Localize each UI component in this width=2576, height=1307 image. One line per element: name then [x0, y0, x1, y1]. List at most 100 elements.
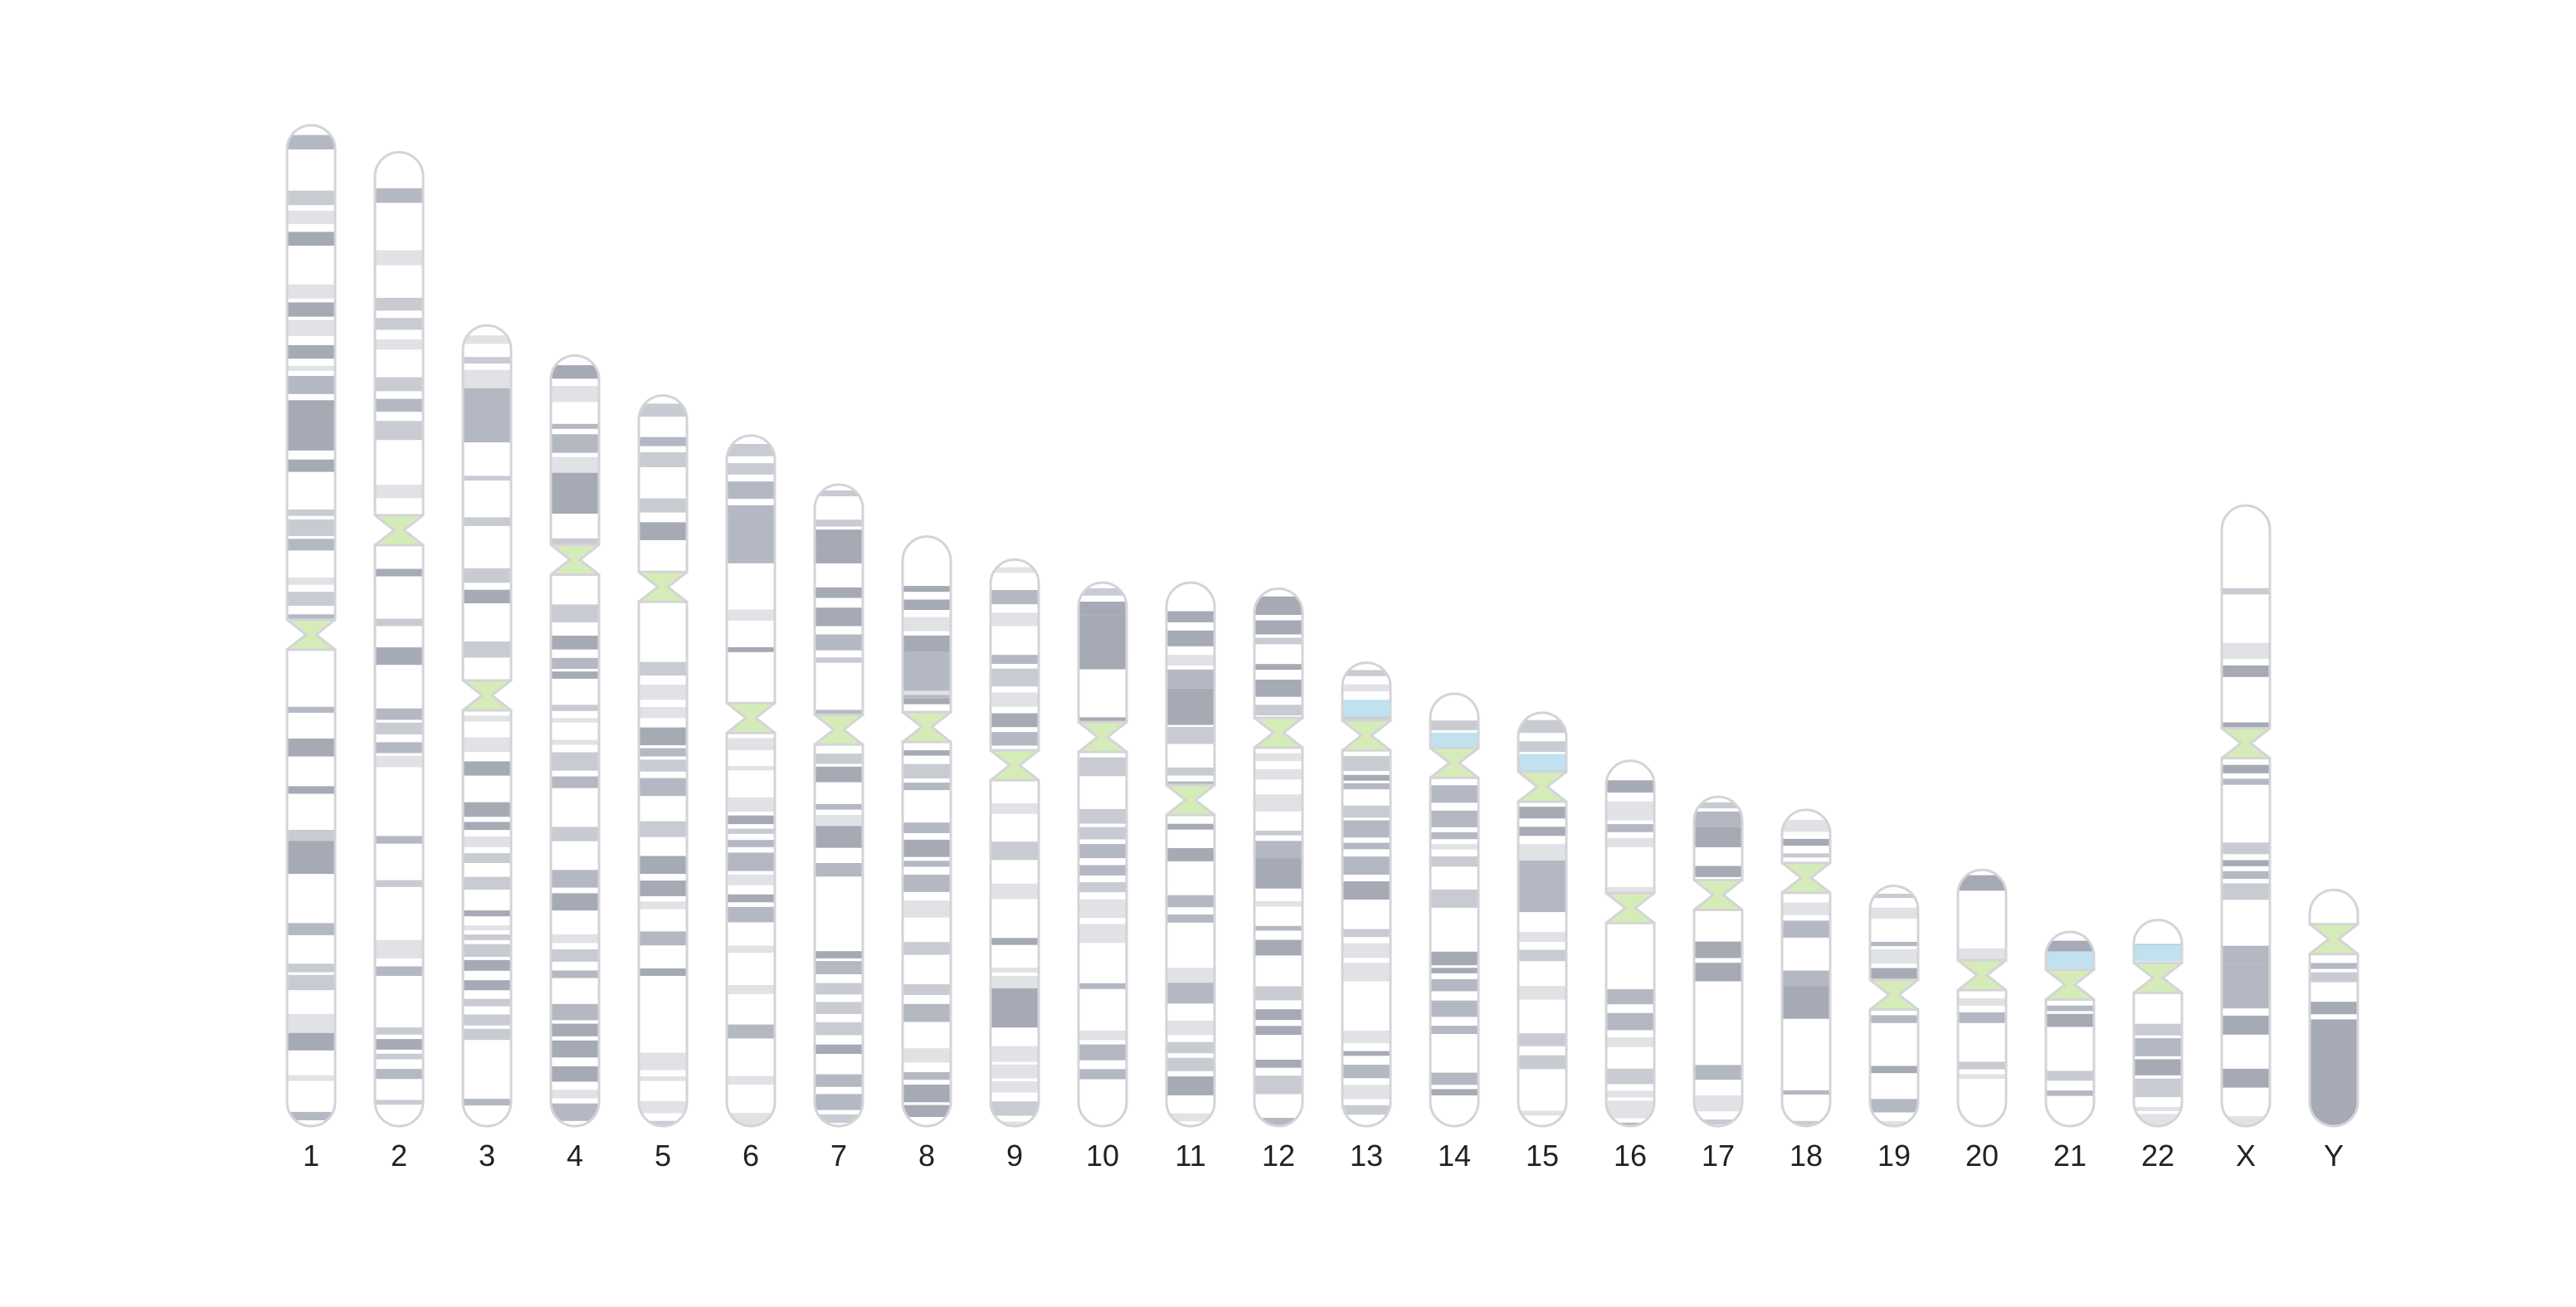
chromosome-outline [461, 324, 513, 682]
chromosome-band [1430, 889, 1478, 908]
chromosome-band [375, 1027, 423, 1035]
chromosome-band [551, 1090, 599, 1099]
centromere-outline [1166, 783, 1188, 817]
centromere [991, 750, 1039, 781]
chromosome-16: 16 [1605, 759, 1656, 1173]
chromosome-band [991, 692, 1039, 707]
chromosome-8: 8 [901, 535, 952, 1173]
chromosome-band [1430, 785, 1478, 803]
chromosome-band [903, 617, 951, 632]
chromosome-band [551, 636, 599, 650]
chromosome-band [1958, 875, 2006, 891]
chromosome-band [1430, 1089, 1478, 1095]
chromosome-band [1166, 1020, 1215, 1036]
band-group [639, 403, 687, 540]
chromosome-outline [901, 740, 952, 1128]
chromosome-band [1166, 727, 1215, 744]
chromosome-band [375, 939, 423, 958]
centromere [1782, 862, 1830, 893]
chromosome-band [727, 840, 775, 847]
chromosome-band [1254, 680, 1303, 697]
chromosome-band [463, 980, 511, 991]
chromosome-band [287, 706, 335, 713]
chromosome-band [2222, 764, 2270, 773]
chromosome-band [1166, 983, 1215, 1004]
chromosome-label: 13 [1350, 1139, 1383, 1173]
band-group [551, 365, 599, 545]
centromere-outline [1869, 978, 1892, 1011]
chromosome-band [815, 961, 863, 974]
chromosome-band [2046, 1070, 2094, 1081]
chromosome-band [727, 828, 775, 834]
chromosome-band [1518, 932, 1566, 942]
chromosome-band [463, 998, 511, 1007]
chromosome-band [991, 968, 1039, 973]
chromosome-band [1342, 943, 1390, 958]
chromosome-band [375, 297, 423, 311]
chromosome-band [639, 1076, 687, 1081]
q-arm [815, 744, 863, 1126]
chromosome-band [375, 742, 423, 753]
chromosome-band [815, 1044, 863, 1054]
centromere-outline [2045, 968, 2067, 1001]
centromere [1694, 880, 1742, 910]
chromosome-band [903, 822, 951, 833]
chromosome-label: 6 [743, 1139, 759, 1173]
chromosome-band [1518, 986, 1566, 1000]
chromosome-band [1694, 1119, 1742, 1124]
chromosome-band [551, 365, 599, 379]
chromosome-band [991, 590, 1039, 605]
chromosome-band [287, 923, 335, 935]
chromosome-band [991, 1046, 1039, 1062]
chromosome-band [815, 1114, 863, 1124]
chromosome-band [727, 463, 775, 475]
chromosome-band [287, 578, 335, 585]
chromosome-band [815, 490, 863, 497]
chromosome-band [375, 966, 423, 976]
chromosome-label: 9 [1006, 1139, 1023, 1173]
chromosome-9: 9 [989, 558, 1040, 1173]
chromosome-band [2222, 665, 2270, 677]
chromosome-band [2046, 1013, 2094, 1027]
chromosome-band [2222, 945, 2270, 964]
chromosome-11: 11 [1165, 581, 1216, 1173]
heterochromatin-band [2310, 1019, 2358, 1126]
centromere-outline [2336, 923, 2359, 955]
chromosome-outline [2132, 919, 2184, 964]
chromosome-band [1958, 948, 2006, 961]
centromere [1254, 717, 1303, 748]
chromosome-band [463, 335, 511, 344]
chromosome-band [463, 944, 511, 957]
chromosome-band [463, 925, 511, 930]
chromosome-band [1254, 753, 1303, 762]
chromosome-band [1782, 838, 1830, 846]
chromosome-band [639, 727, 687, 746]
chromosome-outline [1605, 921, 1656, 1128]
chromosome-band [1254, 986, 1303, 1001]
centromere-outline [2221, 727, 2243, 759]
chromosome-outline [725, 434, 777, 705]
chromosome-band [1166, 1057, 1215, 1071]
chromosome-band [991, 668, 1039, 687]
chromosome-band [815, 657, 863, 663]
chromosome-band [1254, 664, 1303, 671]
p-arm [639, 395, 687, 573]
chromosome-band [1166, 767, 1215, 776]
chromosome-band [639, 968, 687, 976]
chromosome-band [287, 739, 335, 757]
chromosome-band [1518, 741, 1566, 753]
chromosome-band [639, 661, 687, 675]
chromosome-label: 15 [1526, 1139, 1559, 1173]
chromosome-band [551, 705, 599, 711]
chromosome-band [375, 377, 423, 392]
chromosome-band [903, 651, 951, 698]
band-group [1254, 596, 1303, 716]
centromere-outline [1457, 747, 1479, 779]
chromosome-band [463, 641, 511, 658]
centromere-outline [489, 679, 512, 712]
chromosome-band [1518, 949, 1566, 962]
chromosome-band [1342, 756, 1390, 772]
chromosome-band [815, 634, 863, 651]
chromosome-band [1430, 844, 1478, 850]
chromosome-outline [1429, 692, 1480, 749]
